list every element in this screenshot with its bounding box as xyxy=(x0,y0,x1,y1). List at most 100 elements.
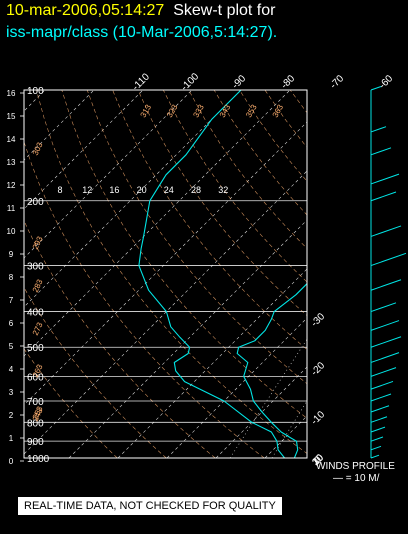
wind-barb xyxy=(370,225,402,237)
dry-adiabat-line xyxy=(366,90,408,458)
wind-barb xyxy=(370,454,380,459)
isotherm-line xyxy=(24,90,193,259)
mixing-ratio-label: 12 xyxy=(82,185,92,195)
title-subtitle: iss-mapr/class (10-Mar-2006,5:14:27). xyxy=(6,24,278,41)
height-label: 4 xyxy=(9,365,14,374)
adiabat-side-label: 303 xyxy=(31,140,45,156)
adiabat-label: 323 xyxy=(165,103,180,120)
dry-adiabat-line xyxy=(112,90,307,350)
title-suffix: Skew-t plot for xyxy=(173,2,276,19)
dry-adiabat-line xyxy=(392,90,408,458)
adiabat-label: 343 xyxy=(218,103,233,120)
dry-adiabat-line xyxy=(289,90,307,114)
wind-barb xyxy=(370,173,400,185)
mixing-ratio-line xyxy=(271,400,307,458)
isotherm-line xyxy=(314,90,408,458)
dry-adiabat-line xyxy=(24,219,216,458)
pressure-label: 700 xyxy=(27,397,44,408)
height-label: 3 xyxy=(9,388,14,397)
mixing-ratio-line xyxy=(366,312,408,458)
wind-barb xyxy=(370,380,394,390)
isotherm-line xyxy=(215,366,307,458)
wind-barb xyxy=(370,86,382,91)
isotherm-line xyxy=(24,90,291,357)
top-temperature-label: -90 xyxy=(230,73,248,91)
dry-adiabat-line xyxy=(341,90,408,458)
wind-barb xyxy=(370,302,397,313)
height-label: 10 xyxy=(7,227,16,236)
pressure-label: 1000 xyxy=(27,454,50,465)
isotherm-line xyxy=(24,90,95,161)
wind-barb xyxy=(370,436,384,442)
quality-notice: REAL-TIME DATA, NOT CHECKED FOR QUALITY xyxy=(18,497,282,515)
pressure-label: 500 xyxy=(27,343,44,354)
pressure-label: 400 xyxy=(27,308,44,319)
title-line-2: iss-mapr/class (10-Mar-2006,5:14:27). xyxy=(6,24,277,42)
isotherm-line xyxy=(117,268,307,458)
top-temperature-label: -70 xyxy=(328,73,346,91)
dry-adiabat-line xyxy=(316,90,408,458)
height-label: 12 xyxy=(7,181,16,190)
skewt-labels: 1002003004005006007008009001000161514131… xyxy=(7,71,396,468)
height-label: 15 xyxy=(7,112,16,121)
dry-adiabat-line xyxy=(137,90,307,317)
dry-adiabat-line xyxy=(188,90,307,249)
mixing-ratio-label: 32 xyxy=(218,185,228,195)
height-label: 0 xyxy=(9,457,14,466)
pressure-label: 800 xyxy=(27,418,44,429)
mixing-ratio-label: 20 xyxy=(137,185,147,195)
mixing-ratio-label: 24 xyxy=(164,185,174,195)
mixing-ratio-line xyxy=(317,312,404,458)
wind-barb xyxy=(370,352,400,363)
pressure-label: 600 xyxy=(27,372,44,383)
skewt-grid xyxy=(24,90,408,458)
wind-barb xyxy=(370,367,397,377)
dry-adiabat-line xyxy=(163,90,307,283)
height-label: 11 xyxy=(7,204,16,213)
height-label: 13 xyxy=(7,158,16,167)
wind-barb xyxy=(370,279,402,291)
pressure-label: 200 xyxy=(27,197,44,208)
wind-barb xyxy=(370,191,397,202)
dry-adiabat-line xyxy=(239,90,307,182)
plot-frame xyxy=(23,89,308,459)
dewpoint-trace xyxy=(138,90,286,458)
dry-adiabat-line xyxy=(24,348,118,458)
wind-barb xyxy=(370,320,400,331)
height-label: 5 xyxy=(9,342,14,351)
title-timestamp: 10-mar-2006,05:14:27 xyxy=(6,2,165,19)
mixing-ratio-line xyxy=(229,338,307,458)
dry-adiabat-line xyxy=(86,90,307,385)
title-line-1: 10-mar-2006,05:14:27 Skew-t plot for xyxy=(6,2,275,20)
wind-barb xyxy=(370,393,392,402)
isotherm-line xyxy=(24,170,307,455)
winds-profile-plot xyxy=(370,86,407,459)
wind-barb xyxy=(370,416,388,423)
isotherm-line xyxy=(68,219,307,458)
wind-barb xyxy=(370,126,387,133)
mixing-ratio-label: 16 xyxy=(109,185,119,195)
wind-barb xyxy=(370,147,392,156)
mixing-ratio-line xyxy=(396,312,408,458)
isotherm-line xyxy=(24,121,307,406)
dry-adiabat-line xyxy=(24,140,265,458)
winds-scale-label: — = 10 M/ xyxy=(333,473,380,484)
wind-barb xyxy=(370,252,407,267)
top-temperature-label: -60 xyxy=(377,73,395,91)
height-label: 8 xyxy=(9,273,14,282)
dry-adiabat-line xyxy=(213,90,307,216)
mixing-ratio-label: 8 xyxy=(57,185,62,195)
wind-barb xyxy=(370,336,402,348)
right-temperature-label: -20 xyxy=(309,360,327,378)
wind-barb xyxy=(370,445,382,451)
pressure-label: 300 xyxy=(27,262,44,273)
adiabat-label: 313 xyxy=(139,103,154,120)
height-label: 16 xyxy=(7,89,16,98)
height-label: 6 xyxy=(9,319,14,328)
isotherm-line xyxy=(363,90,408,458)
isotherm-line xyxy=(24,90,242,308)
adiabat-label: 333 xyxy=(191,103,206,120)
winds-profile-label: WINDS PROFILE xyxy=(316,461,395,472)
temperature-trace xyxy=(236,282,307,458)
